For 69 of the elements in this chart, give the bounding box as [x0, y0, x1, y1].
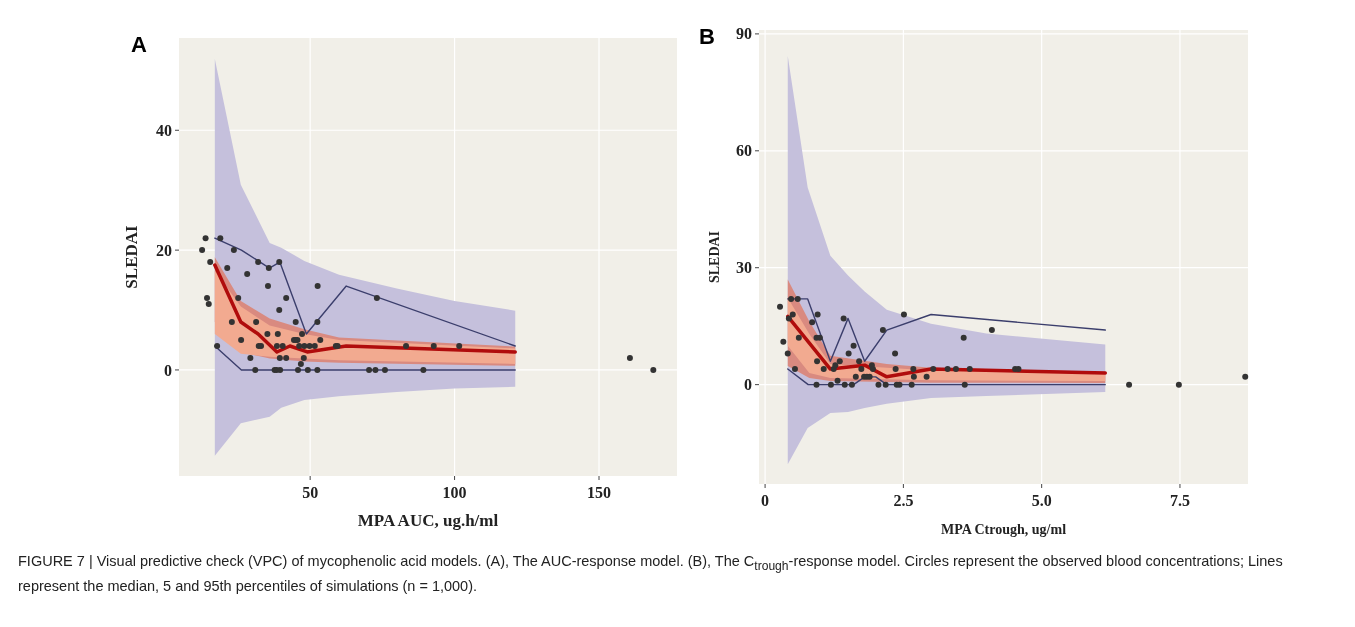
y-tick-label: 20 [156, 241, 172, 259]
point [834, 377, 841, 384]
point [848, 381, 855, 388]
x-tick-label: 7.5 [1169, 492, 1190, 509]
text: FIGURE 7 | Visual predictive check (VPC) of mycophenolic acid models. (A), The AUC-response model. (B), The C$_{trough}$-response model. Circles represent the observed blood concentrations; Lines represent the median, 5 and 95th percentiles of simulations (n = 1,000). [18, 553, 1283, 594]
point [952, 366, 959, 373]
y-tick-label: 0 [744, 376, 752, 394]
point [966, 366, 973, 373]
point [814, 311, 821, 318]
point [944, 366, 951, 373]
point [961, 381, 968, 388]
y-tick-label: 30 [736, 259, 752, 277]
y-tick-label: 60 [736, 142, 752, 160]
point [908, 381, 915, 388]
point [1175, 381, 1182, 388]
point [930, 366, 937, 373]
point [809, 319, 816, 326]
point [841, 381, 848, 388]
point [840, 315, 847, 322]
y-axis-title: SLEDAI [707, 230, 722, 284]
point [784, 350, 791, 357]
x-tick-label: 5.0 [1031, 492, 1052, 509]
point [791, 366, 798, 373]
point [813, 381, 820, 388]
point [785, 315, 792, 322]
point [827, 381, 834, 388]
point [875, 381, 882, 388]
x-tick-label: 50 [302, 484, 319, 501]
point [777, 303, 784, 310]
point [788, 295, 795, 302]
point [794, 295, 801, 302]
point [795, 334, 802, 341]
point [789, 311, 796, 318]
chart-title: B [699, 24, 715, 49]
x-tick-label: 0 [761, 492, 770, 509]
line-series [214, 237, 516, 347]
point [910, 373, 917, 380]
x-tick-label: 2.5 [893, 492, 914, 509]
x-tick-label: 150 [587, 484, 612, 501]
y-tick-label: 90 [736, 25, 752, 43]
point [820, 366, 827, 373]
x-axis-title: MPA Ctrough, ug/ml [940, 522, 1067, 537]
chart-title: A [131, 32, 147, 57]
y-tick-label: 40 [156, 121, 172, 139]
point [882, 381, 889, 388]
x-axis-title: MPA AUC, ug.h/ml [357, 511, 499, 530]
point [814, 358, 821, 365]
point [836, 358, 843, 365]
point [923, 373, 930, 380]
point [1242, 373, 1249, 380]
point [910, 366, 917, 373]
point [988, 327, 995, 334]
point [960, 334, 967, 341]
point [845, 350, 852, 357]
x-tick-label: 100 [442, 484, 467, 501]
point [850, 342, 857, 349]
point [852, 373, 859, 380]
point [832, 362, 839, 369]
y-axis-title: SLEDAI [122, 224, 141, 289]
point [879, 327, 886, 334]
y-tick-label: 0 [164, 361, 172, 379]
point [780, 338, 787, 345]
point [869, 366, 876, 373]
point [1126, 381, 1133, 388]
point [858, 366, 865, 373]
point [892, 350, 899, 357]
point [892, 366, 899, 373]
point [900, 311, 907, 318]
point [856, 358, 863, 365]
